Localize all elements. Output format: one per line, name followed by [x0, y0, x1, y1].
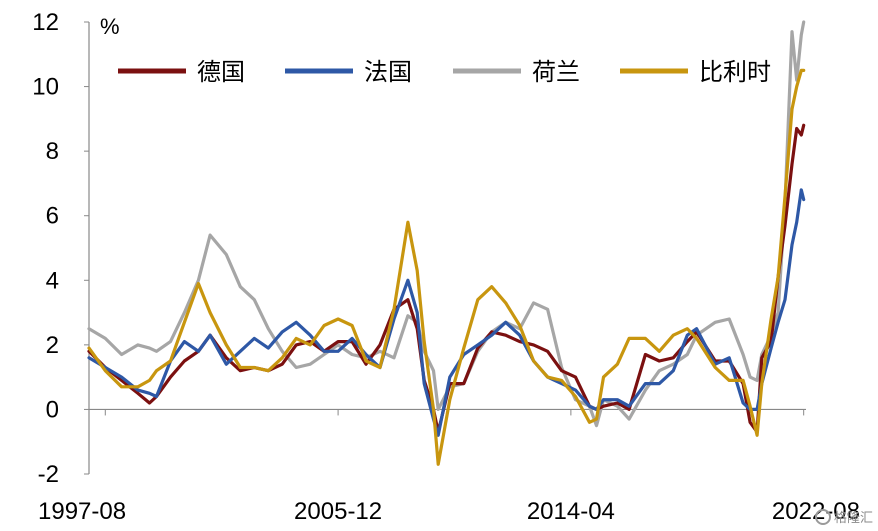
y-tick-label: 8	[46, 138, 59, 165]
y-tick-label: 12	[32, 9, 59, 36]
x-tick-label: 2014-04	[527, 498, 615, 525]
x-tick-label: 1997-08	[38, 498, 126, 525]
legend-item-2: 法国	[285, 59, 412, 86]
gelonghui-logo-icon	[815, 509, 831, 525]
legend-label: 比利时	[699, 59, 771, 86]
y-tick-label: 0	[46, 396, 59, 423]
x-axis-ticks: 1997-08 2005-12 2014-04 2022-08	[38, 409, 860, 525]
watermark-text: 格隆汇	[834, 510, 873, 525]
y-tick-label: 6	[46, 203, 59, 230]
series-line-1	[87, 123, 806, 434]
legend-label: 德国	[197, 59, 245, 86]
legend-item-4: 比利时	[620, 59, 771, 86]
chart-legend: 德国 法国 荷兰 比利时	[118, 59, 771, 86]
legend-label: 法国	[364, 59, 412, 86]
y-axis-ticks: -2 0 2 4 6 8 10 12	[32, 9, 89, 488]
series-line-2	[87, 188, 806, 437]
legend-item-1: 德国	[118, 59, 245, 86]
y-tick-label: 2	[46, 332, 59, 359]
y-tick-label: 4	[46, 267, 59, 294]
series-line-4	[87, 68, 806, 466]
y-axis-unit-label: %	[100, 14, 120, 39]
watermark: 格隆汇	[815, 509, 873, 525]
x-tick-label: 2005-12	[294, 498, 382, 525]
legend-item-3: 荷兰	[453, 59, 580, 86]
y-tick-label: 10	[32, 74, 59, 101]
legend-label: 荷兰	[532, 59, 580, 86]
series-lines	[87, 20, 806, 466]
y-tick-label: -2	[38, 461, 59, 488]
